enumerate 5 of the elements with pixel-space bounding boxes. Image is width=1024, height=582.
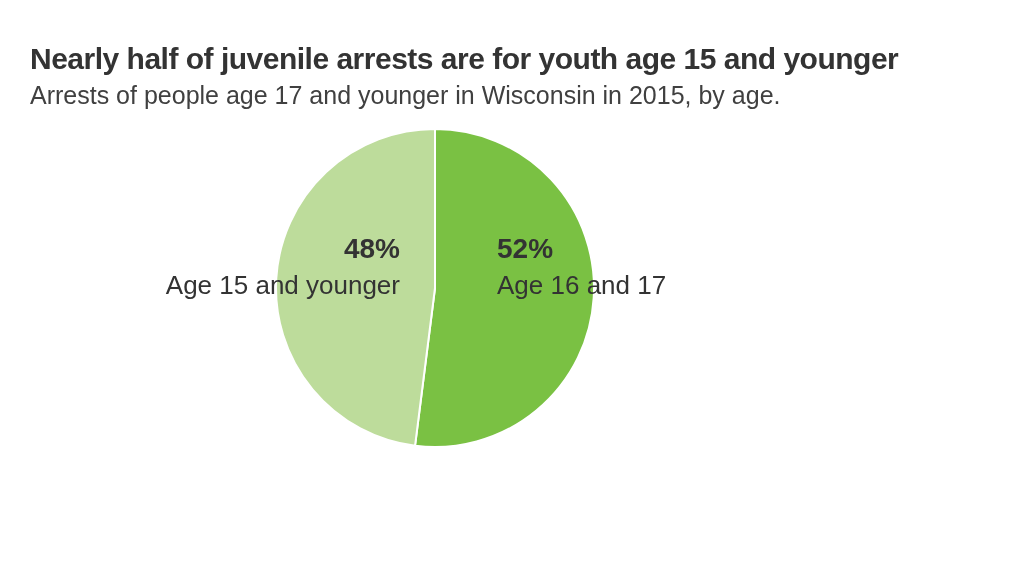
chart-title: Nearly half of juvenile arrests are for youth age 15 and younger [30,41,900,77]
slice-label: Age 15 and younger [165,270,401,300]
data-label: 52% [497,233,554,264]
data-label: 48% [343,233,401,264]
chart-subtitle: Arrests of people age 17 and younger in Wisconsin in 2015, by age. [30,80,782,111]
